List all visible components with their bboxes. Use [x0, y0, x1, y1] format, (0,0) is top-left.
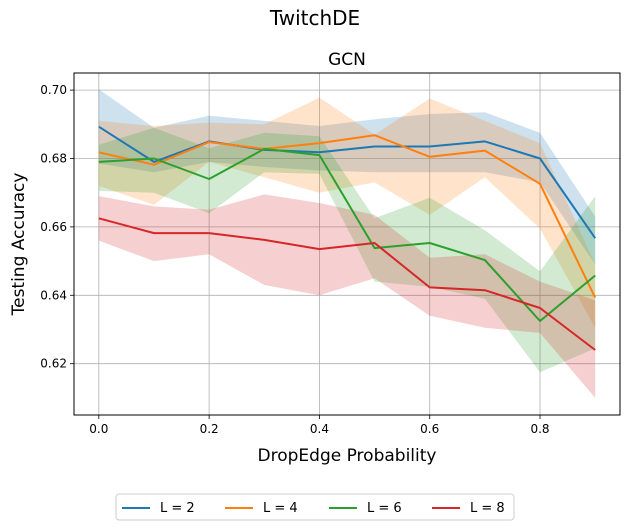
x-axis: 0.0 0.2 0.4 0.6 0.8 [89, 415, 550, 436]
grid [74, 73, 620, 415]
y-axis: 0.62 0.64 0.66 0.68 0.70 [40, 83, 74, 371]
series-line [98, 134, 597, 299]
confidence-bands [98, 89, 596, 398]
legend-label: L = 4 [263, 501, 298, 516]
confidence-band [98, 97, 596, 328]
chart-title: GCN [328, 50, 366, 70]
confidence-band [98, 127, 596, 373]
y-tick-label: 0.68 [40, 152, 67, 166]
figure-title: TwitchDE [269, 6, 360, 30]
y-tick-label: 0.70 [40, 83, 67, 97]
x-tick-label: 0.4 [310, 422, 329, 436]
x-tick-label: 0.0 [89, 422, 108, 436]
legend-label: L = 2 [160, 501, 195, 516]
y-axis-label: Testing Accuracy [9, 173, 29, 317]
legend-items: L = 2 L = 4 L = 6 L = 8 [122, 501, 505, 516]
x-axis-label: DropEdge Probability [258, 446, 437, 466]
y-tick-label: 0.62 [40, 357, 67, 371]
plot-area-frame [73, 72, 621, 416]
confidence-band [98, 194, 596, 398]
series-line [98, 147, 596, 322]
legend-label: L = 6 [367, 501, 402, 516]
legend-label: L = 8 [470, 501, 505, 516]
x-tick-label: 0.6 [420, 422, 439, 436]
series-lines [98, 125, 597, 351]
confidence-band [98, 89, 596, 265]
series-line [98, 217, 596, 351]
series-line [98, 125, 597, 239]
y-tick-label: 0.64 [40, 288, 67, 302]
y-tick-label: 0.66 [40, 220, 67, 234]
x-tick-label: 0.2 [200, 422, 219, 436]
x-tick-label: 0.8 [530, 422, 549, 436]
legend-frame [115, 493, 515, 521]
legend: L = 2 L = 4 L = 6 L = 8 [115, 493, 515, 521]
